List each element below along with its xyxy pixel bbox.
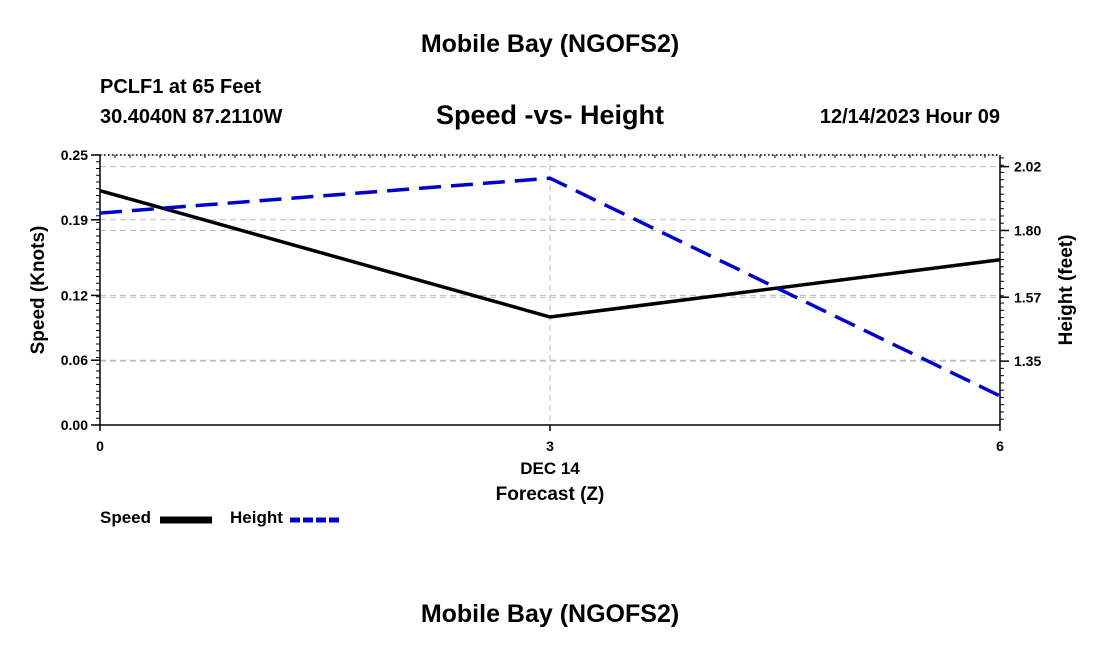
x-tick-label: 6	[996, 438, 1004, 454]
chart-main-title: Mobile Bay (NGOFS2)	[420, 30, 680, 58]
chart-labels: 0.00 0.06 0.12 0.19 0.25 1.35 1.57 1.80 2.02 0 3 6 D…	[28, 147, 1077, 505]
y2-axis-title: Height (feet)	[1056, 235, 1077, 346]
y2-tick-label: 1.57	[1014, 289, 1041, 305]
y-tick-label: 0.00	[61, 417, 88, 433]
y-axis-title: Speed (Knots)	[28, 226, 49, 355]
chart-grid	[99, 154, 1001, 426]
chart-subtitle: Speed -vs- Height	[435, 100, 665, 130]
forecast-datetime: 12/14/2023 Hour 09	[819, 106, 1000, 128]
chart-axes	[91, 154, 1009, 431]
x-date-label: DEC 14	[520, 459, 580, 478]
legend-height-label: Height	[230, 508, 283, 527]
station-coordinates: 30.4040N 87.2110W	[100, 106, 283, 128]
y2-tick-label: 1.80	[1014, 222, 1041, 238]
station-label: PCLF1 at 65 Feet	[100, 76, 262, 98]
legend-speed-label: Speed	[100, 508, 152, 527]
x-tick-label: 3	[546, 438, 554, 454]
y-tick-label: 0.12	[61, 287, 88, 303]
y-tick-label: 0.06	[61, 352, 88, 368]
y2-tick-label: 1.35	[1014, 353, 1041, 369]
y-tick-label: 0.19	[61, 212, 88, 228]
x-tick-label: 0	[96, 438, 104, 454]
y2-tick-label: 2.02	[1014, 159, 1041, 175]
chart-series	[99, 176, 1001, 524]
chart-footer-title: Mobile Bay (NGOFS2)	[420, 600, 680, 628]
y-tick-label: 0.25	[61, 147, 88, 163]
x-axis-title: Forecast (Z)	[496, 484, 605, 505]
